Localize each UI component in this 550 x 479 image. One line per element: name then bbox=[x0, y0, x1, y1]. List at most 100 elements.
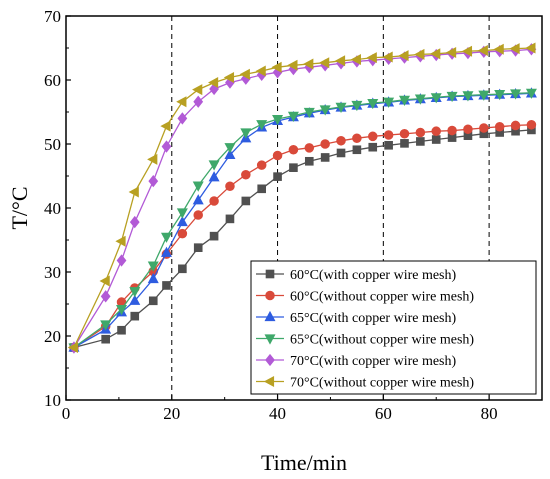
series-4-point bbox=[462, 91, 474, 102]
y-tick-label-20: 20 bbox=[44, 327, 61, 346]
series-4-point bbox=[478, 90, 490, 101]
y-axis-title: T/°C bbox=[7, 186, 32, 229]
x-tick-label-40: 40 bbox=[269, 404, 286, 423]
series-2-point bbox=[526, 120, 537, 130]
legend-marker bbox=[264, 334, 276, 345]
series-4-point bbox=[335, 102, 347, 114]
series-4-point bbox=[256, 120, 268, 131]
series-6-point bbox=[115, 235, 126, 247]
series-6-point bbox=[509, 43, 520, 55]
series-2-point bbox=[415, 127, 426, 138]
series-1-point bbox=[304, 156, 314, 166]
series-4-point bbox=[446, 91, 458, 103]
series-6-point bbox=[303, 58, 314, 70]
series-1-point bbox=[289, 163, 298, 172]
series-4-point bbox=[351, 100, 363, 112]
series-5-point bbox=[129, 215, 140, 229]
series-4-point bbox=[430, 93, 442, 104]
legend-label: 65°C(without copper wire mesh) bbox=[290, 333, 474, 348]
series-1-point bbox=[368, 142, 378, 152]
series-4-point bbox=[398, 95, 410, 106]
series-6-point bbox=[319, 57, 330, 69]
legend-item-6: 70°C(without copper wire mesh) bbox=[256, 376, 474, 391]
legend-label: 60°C(with copper wire mesh) bbox=[290, 268, 457, 283]
series-6-point bbox=[398, 50, 409, 62]
legend: 60°C(with copper wire mesh) 60°C(without … bbox=[250, 260, 537, 395]
series-2-point bbox=[431, 126, 441, 136]
x-tick-label-0: 0 bbox=[62, 404, 71, 423]
series-4-point bbox=[100, 320, 112, 331]
series-6-point bbox=[334, 55, 346, 67]
series-6-point bbox=[176, 96, 187, 108]
legend-label: 65°C(with copper wire mesh) bbox=[290, 311, 457, 326]
series-3-point bbox=[208, 171, 220, 182]
series-1-point bbox=[101, 334, 110, 344]
series-4-point bbox=[129, 287, 141, 298]
series-6-point bbox=[430, 48, 441, 60]
series-5-point bbox=[161, 140, 172, 153]
series-6-point bbox=[493, 43, 504, 55]
x-tick-label-20: 20 bbox=[163, 404, 180, 423]
series-2-point bbox=[383, 130, 394, 140]
y-tick-label-40: 40 bbox=[44, 199, 61, 218]
series-2-point bbox=[177, 228, 188, 239]
series-6-point bbox=[223, 71, 235, 83]
series-4-point bbox=[147, 261, 159, 272]
series-2-point bbox=[272, 150, 283, 161]
series-6-point bbox=[160, 120, 171, 132]
series-1-point bbox=[400, 139, 409, 148]
legend-label: 60°C(without copper wire mesh) bbox=[290, 290, 474, 305]
series-4-point bbox=[494, 90, 506, 101]
series-6-point bbox=[271, 61, 282, 73]
series-6-point bbox=[461, 45, 473, 57]
series-2-point bbox=[510, 120, 521, 131]
series-2-point bbox=[209, 196, 219, 206]
series-1-point bbox=[193, 243, 203, 252]
series-4-point bbox=[224, 143, 236, 154]
series-2-point bbox=[256, 160, 267, 170]
series-4-point bbox=[525, 88, 537, 99]
series-1-point bbox=[416, 137, 425, 146]
series-2-point bbox=[225, 181, 235, 192]
series-4-point bbox=[176, 208, 188, 219]
legend-marker bbox=[265, 353, 275, 367]
series-6-point bbox=[192, 84, 203, 96]
x-tick-label-80: 80 bbox=[481, 404, 498, 423]
series-2-point bbox=[494, 121, 505, 132]
series-1-point bbox=[130, 311, 140, 321]
series-2-point bbox=[288, 144, 299, 155]
series-4 bbox=[68, 88, 537, 354]
series-1-point bbox=[273, 172, 282, 181]
legend-item-1: 60°C(with copper wire mesh) bbox=[256, 268, 457, 283]
series-6-point bbox=[414, 48, 425, 60]
series-4-point bbox=[414, 94, 426, 105]
series-2 bbox=[69, 120, 537, 353]
series-4-point bbox=[319, 105, 331, 116]
series-1-point bbox=[225, 214, 235, 224]
series-1-point bbox=[148, 296, 158, 306]
series-4-point bbox=[160, 232, 172, 243]
legend-label: 70°C(without copper wire mesh) bbox=[290, 376, 474, 391]
series-6-point bbox=[67, 342, 79, 354]
series-2-point bbox=[241, 169, 251, 180]
y-tick-label-30: 30 bbox=[44, 263, 61, 282]
series-3-point bbox=[224, 148, 236, 159]
x-axis-title: Time/min bbox=[261, 450, 347, 475]
legend-marker bbox=[263, 376, 275, 387]
series-6-point bbox=[445, 46, 457, 58]
series-4-point bbox=[383, 97, 395, 108]
series-2-point bbox=[399, 128, 410, 139]
series-6-point bbox=[287, 59, 298, 71]
series-6-point bbox=[207, 77, 219, 89]
series-5-point bbox=[100, 290, 111, 303]
series-4-point bbox=[272, 114, 284, 126]
series-6-point bbox=[255, 65, 266, 77]
legend-marker bbox=[264, 310, 276, 322]
series-6-point bbox=[525, 42, 536, 54]
series-5-point bbox=[148, 174, 159, 188]
series-3-point bbox=[176, 215, 188, 227]
y-tick-label-70: 70 bbox=[44, 7, 61, 26]
series-6-point bbox=[99, 275, 110, 287]
legend-box bbox=[250, 260, 537, 395]
series-6-point bbox=[350, 54, 361, 66]
